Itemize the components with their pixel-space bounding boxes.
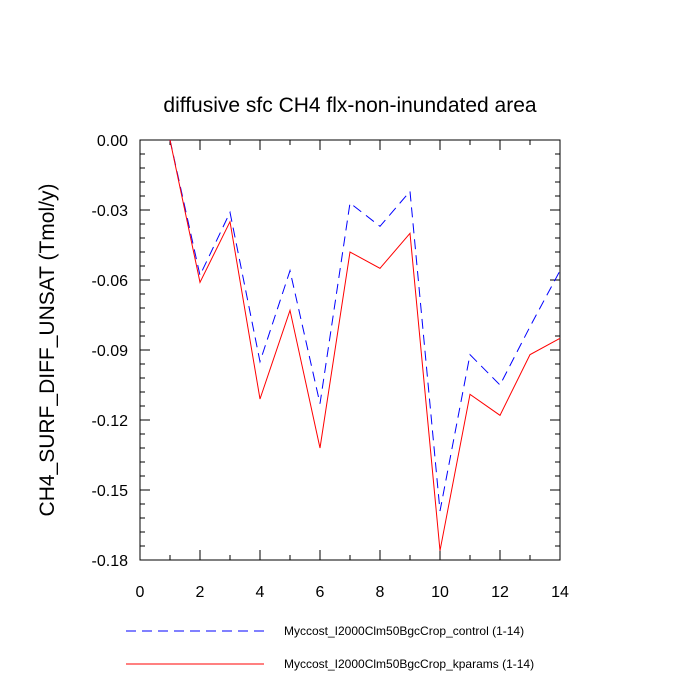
y-axis-label: CH4_SURF_DIFF_UNSAT (Tmol/y) [36,184,59,517]
x-tick-label: 6 [316,584,325,601]
chart-title: diffusive sfc CH4 flx-non-inundated area [163,94,536,117]
y-tick-label: -0.03 [92,203,129,220]
axis-ticks: 0 2 4 6 8 10 12 14 0.00 -0.03 -0.06 -0.09 -0.12 -0.15… [92,133,569,601]
legend: Myccost_I2000Clm50BgcCrop_control (1-14)… [126,624,534,671]
x-tick-label: 0 [136,584,145,601]
x-tick-label: 2 [196,584,205,601]
y-tick-label: -0.06 [92,273,129,290]
series-control-line [169,139,561,512]
y-tick-label: 0.00 [97,133,128,150]
x-tick-label: 12 [491,584,509,601]
x-tick-label: 8 [376,584,385,601]
x-tick-label: 10 [431,584,449,601]
series-lines [169,139,561,551]
y-tick-label: -0.09 [92,343,129,360]
legend-label-control: Myccost_I2000Clm50BgcCrop_control (1-14) [284,624,524,638]
x-tick-label: 4 [256,584,265,601]
x-tick-label: 14 [551,584,569,601]
y-tick-label: -0.12 [92,413,129,430]
y-tick-label: -0.18 [92,553,129,570]
plot-frame [139,139,561,561]
series-kparams-line [169,139,561,551]
legend-label-kparams: Myccost_I2000Clm50BgcCrop_kparams (1-14) [284,657,534,671]
y-tick-label: -0.15 [92,483,129,500]
